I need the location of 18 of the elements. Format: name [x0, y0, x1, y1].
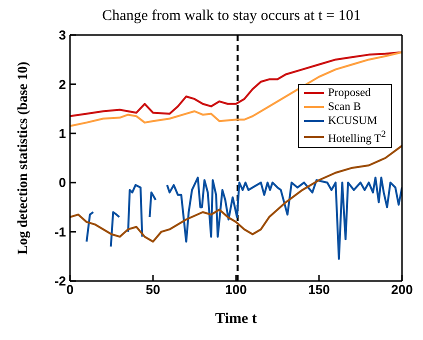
line-series [70, 144, 402, 243]
y-axis-title: Log detection statistics (base 10) [16, 61, 31, 254]
y-tick-label: 1 [58, 126, 66, 142]
chart-title: Change from walk to stay occurs at t = 101 [101, 8, 362, 26]
y-tick-label: 0 [58, 175, 66, 190]
legend-label: Hotelling T$^{2}$ [328, 128, 386, 146]
y-tick-label: -2 [54, 274, 66, 289]
y-tick-label: -1 [54, 224, 66, 240]
x-tick-label: 100 [225, 282, 247, 298]
x-axis-title: Time t [215, 311, 257, 327]
legend-label: Scan B [328, 100, 361, 114]
y-tick-label: 2 [58, 76, 66, 92]
x-tick-label: 150 [308, 282, 330, 298]
legend-label: KCUSUM [328, 114, 378, 128]
y-tick-label: 3 [58, 28, 66, 43]
x-tick-label: 50 [146, 282, 160, 298]
x-tick-label: 200 [391, 282, 413, 298]
legend-label: Proposed [328, 86, 371, 100]
